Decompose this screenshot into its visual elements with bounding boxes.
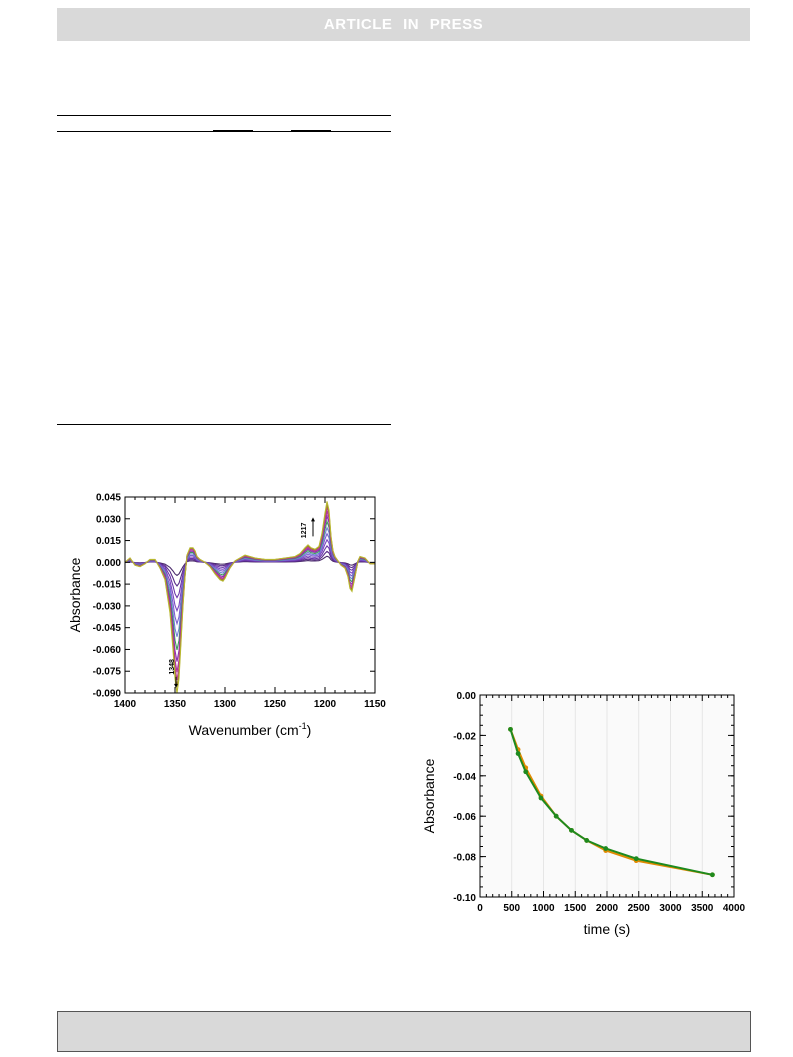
y-tick-label: 0.015 bbox=[96, 536, 121, 547]
kinetics-line bbox=[509, 729, 713, 876]
y-tick-label: -0.10 bbox=[453, 893, 476, 904]
banner-text: ARTICLE IN PRESS bbox=[323, 16, 484, 33]
kinetics-series-group bbox=[508, 726, 715, 878]
x-tick-label: 1200 bbox=[314, 699, 337, 710]
spectrum-line bbox=[124, 519, 375, 651]
y-tick-label: 0.000 bbox=[96, 558, 121, 569]
data-point bbox=[508, 726, 513, 732]
data-point bbox=[633, 856, 639, 862]
spectrum-line bbox=[124, 504, 375, 687]
kinetics-chart: 0.00 -0.02 -0.04 -0.06 -0.08 -0.10 0 500 1000 15… bbox=[421, 691, 746, 937]
x-axis-title: Wavenumber (cm-1) bbox=[189, 721, 312, 738]
x-tick-label: 1500 bbox=[564, 903, 587, 914]
figure-kinetics: 0.00 -0.02 -0.04 -0.06 -0.08 -0.10 0 500 1000 15… bbox=[421, 688, 752, 945]
x-tick-label: 1150 bbox=[364, 699, 386, 710]
figure-ir-spectra: 0.045 0.030 0.015 0.000 -0.015 -0.030 -0.045 -0… bbox=[60, 488, 390, 753]
y-tick-label: -0.045 bbox=[93, 623, 122, 634]
x-tick-label: 2500 bbox=[628, 903, 651, 914]
table-bottom-rule bbox=[57, 424, 391, 425]
y-tick-label: 0.030 bbox=[96, 514, 121, 525]
y-tick-labels: 0.00 -0.02 -0.04 -0.06 -0.08 -0.10 bbox=[453, 691, 476, 904]
axis-ticks bbox=[124, 496, 376, 694]
y-tick-label: -0.08 bbox=[453, 853, 476, 864]
data-point bbox=[515, 751, 521, 756]
y-tick-label: -0.02 bbox=[453, 731, 476, 742]
peak-annotations: 1348 1217 bbox=[169, 517, 315, 688]
footer-citation-box bbox=[57, 1011, 751, 1052]
spectrum-line bbox=[124, 501, 375, 694]
y-tick-labels: 0.045 0.030 0.015 0.000 -0.015 -0.030 -0.045 -0… bbox=[93, 493, 122, 700]
data-point bbox=[710, 872, 715, 878]
x-tick-labels: 0 500 1000 1500 2000 2500 3000 3500 4000 bbox=[477, 903, 745, 914]
x-tick-label: 1000 bbox=[532, 903, 555, 914]
annotation-1217: 1217 bbox=[301, 523, 308, 539]
spectrum-line bbox=[124, 525, 375, 637]
data-point bbox=[603, 846, 609, 851]
arrow-head-up-icon bbox=[311, 517, 315, 522]
article-in-press-banner: ARTICLE IN PRESS bbox=[57, 8, 750, 41]
y-axis-title: Absorbance bbox=[67, 557, 83, 632]
table-top-rule bbox=[57, 115, 391, 116]
y-tick-label: -0.015 bbox=[93, 580, 122, 591]
plot-frame bbox=[124, 496, 376, 694]
y-axis-title: Absorbance bbox=[422, 758, 437, 833]
x-tick-label: 1300 bbox=[214, 699, 237, 710]
data-point bbox=[538, 795, 544, 801]
spectra-series-group bbox=[124, 501, 375, 694]
table-subheader-rule-1 bbox=[213, 130, 253, 131]
y-tick-label: -0.060 bbox=[93, 645, 122, 656]
arrow-head-down-icon bbox=[174, 683, 178, 688]
data-point bbox=[523, 769, 529, 775]
y-tick-label: -0.030 bbox=[93, 601, 122, 612]
x-tick-label: 500 bbox=[503, 903, 520, 914]
x-tick-label: 4000 bbox=[723, 903, 746, 914]
axis-ticks bbox=[479, 694, 735, 898]
ir-spectra-chart: 0.045 0.030 0.015 0.000 -0.015 -0.030 -0.045 -0… bbox=[67, 493, 386, 739]
spectrum-line bbox=[124, 510, 375, 673]
x-tick-label: 1250 bbox=[264, 699, 287, 710]
data-point bbox=[569, 827, 574, 833]
x-tick-label: 2000 bbox=[596, 903, 619, 914]
x-axis-title: time (s) bbox=[584, 921, 631, 937]
y-tick-label: -0.06 bbox=[453, 812, 476, 823]
x-tick-label: 3500 bbox=[691, 903, 714, 914]
data-point bbox=[584, 838, 590, 843]
y-tick-label: -0.04 bbox=[453, 772, 476, 783]
spectrum-line bbox=[124, 513, 375, 662]
y-tick-label: 0.045 bbox=[96, 493, 121, 504]
table-subheader-rule-2 bbox=[291, 130, 331, 131]
x-tick-label: 1400 bbox=[114, 699, 137, 710]
data-point bbox=[553, 813, 559, 819]
spectrum-line bbox=[124, 507, 375, 680]
y-tick-label: 0.00 bbox=[457, 691, 477, 702]
spectrum-line bbox=[124, 532, 375, 626]
x-tick-labels: 1400 1350 1300 1250 1200 1150 bbox=[114, 699, 386, 710]
x-tick-label: 3000 bbox=[659, 903, 682, 914]
y-tick-label: -0.090 bbox=[93, 689, 122, 700]
y-tick-label: -0.075 bbox=[93, 667, 122, 678]
x-tick-label: 0 bbox=[477, 903, 483, 914]
annotation-1348: 1348 bbox=[169, 659, 176, 675]
x-tick-label: 1350 bbox=[164, 699, 187, 710]
table-header-rule bbox=[57, 131, 391, 132]
